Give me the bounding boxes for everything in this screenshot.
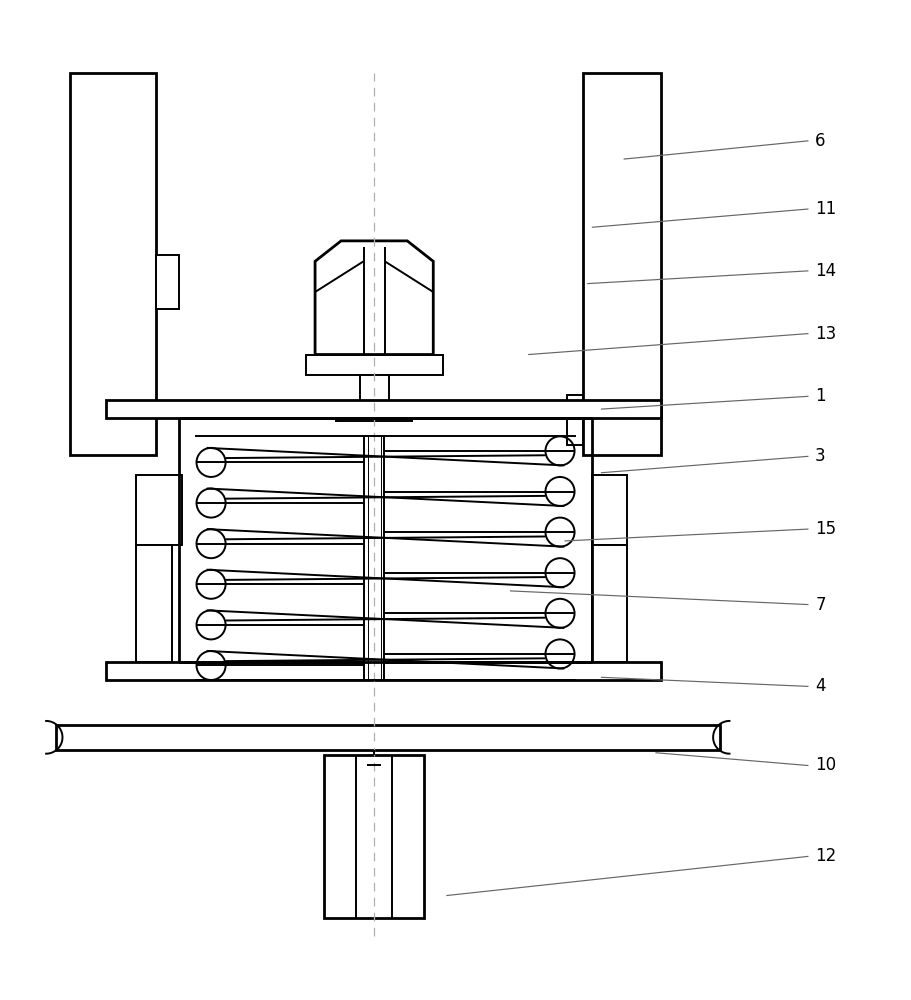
- Bar: [363, 436, 384, 680]
- Bar: [136, 545, 172, 662]
- Text: 14: 14: [814, 262, 835, 280]
- Bar: [323, 755, 424, 918]
- Text: 12: 12: [814, 847, 835, 865]
- Text: 13: 13: [814, 325, 835, 343]
- Bar: [592, 545, 626, 662]
- Polygon shape: [314, 241, 433, 355]
- Text: 6: 6: [814, 132, 824, 150]
- Bar: [136, 475, 182, 545]
- Bar: [335, 403, 412, 421]
- Text: 4: 4: [814, 677, 824, 695]
- Text: 11: 11: [814, 200, 835, 218]
- Text: 1: 1: [814, 387, 824, 405]
- Bar: [56, 725, 719, 750]
- Text: 7: 7: [814, 596, 824, 614]
- Text: 10: 10: [814, 756, 835, 774]
- Bar: [305, 355, 442, 375]
- Bar: [567, 395, 583, 445]
- Bar: [106, 662, 660, 680]
- Bar: [359, 375, 388, 405]
- Bar: [69, 73, 156, 455]
- Bar: [106, 400, 660, 418]
- Bar: [156, 255, 179, 309]
- Text: 15: 15: [814, 520, 835, 538]
- Bar: [592, 475, 626, 545]
- Text: 3: 3: [814, 447, 824, 465]
- Bar: [583, 73, 660, 455]
